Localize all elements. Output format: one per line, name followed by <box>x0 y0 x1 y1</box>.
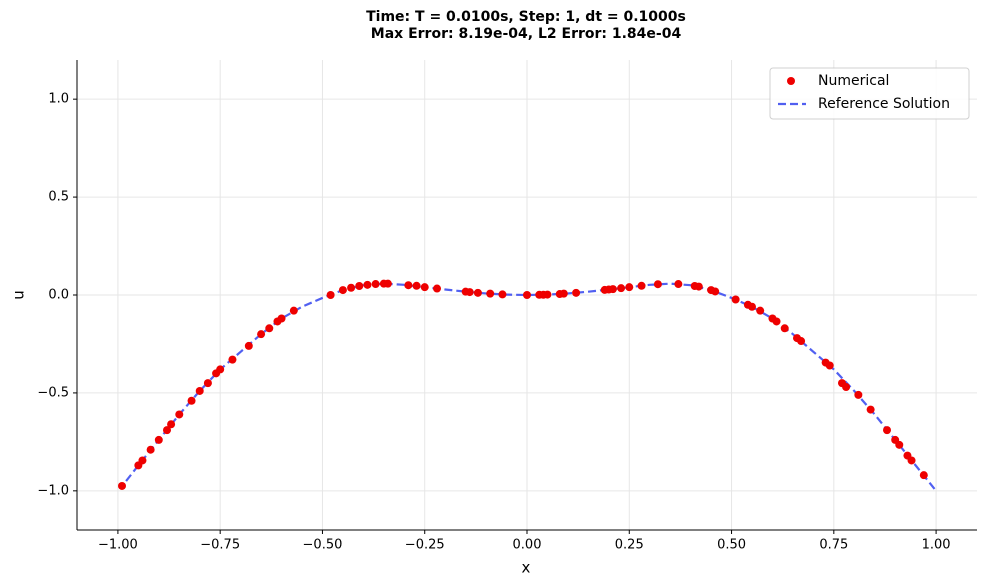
data-point <box>883 426 891 435</box>
data-point <box>383 279 392 288</box>
data-point <box>277 314 286 323</box>
x-tick-label: −1.00 <box>98 538 138 553</box>
data-point <box>289 306 298 315</box>
data-point <box>146 445 155 454</box>
data-point <box>674 280 683 289</box>
x-tick-label: −0.75 <box>200 538 240 553</box>
data-point <box>572 288 581 297</box>
reference-line <box>125 282 937 492</box>
data-point <box>543 290 552 299</box>
data-point <box>228 355 237 364</box>
data-point <box>265 324 274 333</box>
y-tick-label: 0.5 <box>48 190 69 205</box>
legend-label: Numerical <box>818 73 889 89</box>
x-tick-label: 1.00 <box>922 538 951 553</box>
data-point <box>797 337 806 346</box>
data-point <box>919 471 928 480</box>
x-tick-label: −0.25 <box>405 538 445 553</box>
data-point <box>465 288 474 297</box>
data-point <box>559 289 568 298</box>
data-point <box>433 284 441 293</box>
x-tick-label: 0.25 <box>615 538 644 553</box>
y-tick-label: −1.0 <box>37 483 69 498</box>
data-point <box>244 341 253 350</box>
data-point <box>731 295 740 304</box>
data-point <box>608 285 617 294</box>
data-point <box>895 440 904 449</box>
data-point <box>195 386 204 395</box>
chart-subtitle: Max Error: 8.19e-04, L2 Error: 1.84e-04 <box>371 26 682 42</box>
data-point <box>842 383 851 392</box>
data-point <box>711 287 720 296</box>
data-point <box>523 291 531 299</box>
data-point <box>498 290 507 299</box>
data-point <box>617 284 626 293</box>
chart-title: Time: T = 0.0100s, Step: 1, dt = 0.1000s <box>366 9 686 25</box>
data-point <box>118 481 126 490</box>
data-point <box>138 456 147 465</box>
data-point <box>756 306 765 315</box>
x-tick-label: 0.00 <box>513 538 542 553</box>
y-tick-label: 0.0 <box>48 288 69 303</box>
data-point <box>694 282 703 291</box>
data-point <box>203 379 212 388</box>
data-point <box>338 286 347 295</box>
data-point <box>257 330 266 339</box>
data-point <box>163 426 171 435</box>
data-point <box>653 280 662 289</box>
data-point <box>825 361 834 370</box>
data-point <box>907 456 916 465</box>
data-point <box>363 280 372 289</box>
data-point <box>404 281 413 290</box>
y-tick-label: −0.5 <box>37 385 69 400</box>
data-point <box>154 435 163 444</box>
x-tick-label: 0.50 <box>717 538 746 553</box>
x-tick-label: 0.75 <box>819 538 848 553</box>
data-point <box>371 280 380 289</box>
data-point <box>637 281 646 290</box>
legend-marker <box>787 77 795 85</box>
data-point <box>412 281 421 290</box>
data-point <box>780 324 789 333</box>
data-point <box>486 289 495 298</box>
data-point <box>187 396 196 405</box>
legend-box <box>769 67 970 120</box>
data-point <box>772 317 781 326</box>
y-axis-label: u <box>10 290 28 300</box>
data-point <box>748 302 756 311</box>
data-point <box>326 291 335 299</box>
data-point <box>854 390 863 399</box>
legend: Numerical Reference Solution <box>769 67 970 120</box>
data-point <box>355 281 364 290</box>
data-point <box>347 283 356 292</box>
data-point <box>625 283 634 292</box>
y-tick-label: 1.0 <box>48 92 69 107</box>
legend-label: Reference Solution <box>818 96 950 112</box>
data-point <box>167 420 176 429</box>
x-tick-label: −0.50 <box>303 538 343 553</box>
data-point <box>175 410 184 419</box>
data-point <box>866 405 875 414</box>
x-axis-label: x <box>522 559 531 577</box>
data-point <box>420 283 429 292</box>
data-point <box>216 365 225 374</box>
data-point <box>473 288 482 297</box>
